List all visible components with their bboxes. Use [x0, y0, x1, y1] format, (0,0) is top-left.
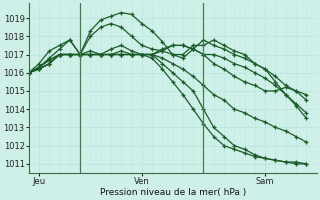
X-axis label: Pression niveau de la mer( hPa ): Pression niveau de la mer( hPa ) [100, 188, 246, 197]
